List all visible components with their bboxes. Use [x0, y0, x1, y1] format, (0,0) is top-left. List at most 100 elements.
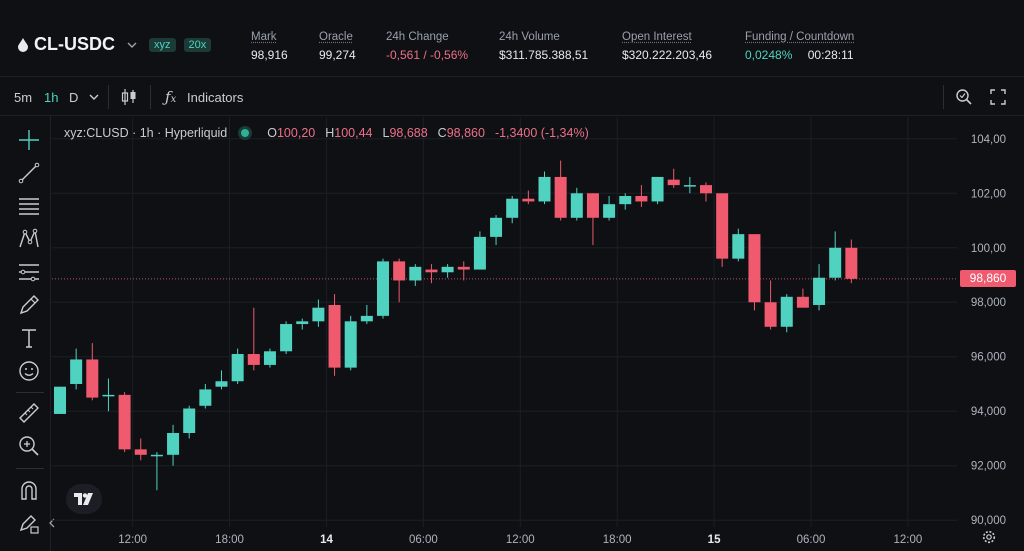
x-tick-label: 06:00 — [797, 534, 826, 546]
trend-line-icon[interactable] — [17, 161, 41, 185]
interval-d[interactable]: D — [69, 90, 79, 105]
chevron-down-icon[interactable] — [127, 40, 137, 50]
brush-icon[interactable] — [17, 293, 41, 317]
candle-body — [716, 193, 729, 259]
dex-badge: xyz — [149, 37, 176, 52]
tradingview-logo-icon — [74, 493, 93, 505]
ruler-icon[interactable] — [17, 401, 41, 425]
crosshair-icon[interactable] — [17, 128, 41, 152]
chart-legend: xyz:CLUSD · 1h · Hyperliquid O100,20 H10… — [64, 126, 589, 140]
tradingview-logo[interactable] — [66, 484, 102, 514]
candle-body — [651, 176, 664, 202]
stat-label: Oracle — [319, 31, 353, 43]
candle-body — [586, 193, 599, 218]
divider — [108, 85, 109, 109]
fx-icon[interactable]: ƒx — [165, 88, 177, 106]
x-tick-label: 06:00 — [409, 534, 438, 546]
candle-body — [360, 315, 373, 322]
stat-value: 98,916 — [251, 48, 288, 62]
candle-body — [134, 449, 147, 455]
candle-body — [700, 185, 712, 194]
stat-open-interest: Open Interest $320.222.203,46 — [622, 31, 712, 62]
candle-body — [829, 247, 842, 278]
candle-body — [538, 176, 551, 202]
stat-value: 0,0248% 00:28:11 — [745, 48, 854, 62]
y-tick-label: 90,000 — [971, 515, 1006, 527]
stat-mark: Mark 98,916 — [251, 31, 288, 62]
stat-value: $311.785.388,51 — [499, 48, 589, 62]
candle-body — [328, 304, 341, 368]
divider — [943, 85, 944, 109]
emoji-icon[interactable] — [17, 359, 41, 383]
legend-close-label: C — [437, 126, 447, 140]
chevron-down-icon[interactable] — [89, 92, 99, 102]
y-tick-label: 96,000 — [971, 352, 1006, 364]
zoom-in-icon[interactable] — [17, 434, 41, 458]
drawing-toolbar — [0, 116, 55, 551]
text-icon[interactable] — [17, 326, 41, 350]
divider — [16, 468, 44, 469]
candle-body — [748, 234, 761, 303]
candle-body — [490, 217, 503, 237]
candle-body — [441, 266, 454, 273]
candle-body — [280, 324, 293, 352]
x-tick-label: 18:00 — [215, 534, 244, 546]
leverage-badge[interactable]: 20x — [183, 37, 212, 52]
magnet-icon[interactable] — [17, 479, 41, 503]
interval-5m[interactable]: 5m — [14, 90, 33, 105]
x-tick-label: 14 — [320, 534, 333, 546]
legend-high-label: H — [325, 126, 335, 140]
legend-symbol: xyz:CLUSD · 1h · Hyperliquid — [64, 126, 228, 140]
stat-value: $320.222.203,46 — [622, 48, 713, 62]
candle-body — [732, 234, 745, 259]
lock-drawing-icon[interactable] — [17, 512, 41, 536]
candle-body — [70, 359, 83, 384]
candle-body — [813, 277, 826, 305]
divider — [150, 85, 151, 109]
legend-open-label: O — [267, 126, 277, 140]
legend-close: 98,860 — [446, 126, 485, 140]
x-tick-label: 12:00 — [893, 534, 922, 546]
market-selector[interactable]: CL-USDC xyz 20x — [18, 34, 212, 55]
stat-label: Mark — [251, 31, 277, 43]
legend-low: 98,688 — [389, 126, 428, 140]
y-tick-label: 102,00 — [971, 188, 1006, 200]
chart-toolbar: 5m 1h D ƒx Indicators — [0, 79, 1024, 116]
stat-oracle: Oracle 99,274 — [319, 31, 356, 62]
indicators-button[interactable]: Indicators — [187, 90, 244, 105]
x-tick-label: 18:00 — [603, 534, 632, 546]
candle-body — [150, 454, 163, 457]
fullscreen-icon[interactable] — [990, 89, 1006, 105]
zoom-search-icon[interactable] — [955, 88, 973, 106]
funding-countdown: 00:28:11 — [807, 48, 854, 62]
market-open-status-icon — [241, 129, 250, 137]
candle-body — [54, 386, 66, 414]
candle-body — [377, 261, 389, 316]
candle-style-icon[interactable] — [121, 88, 137, 106]
market-header: CL-USDC xyz 20x Mark 98,916 Oracle 99,27… — [0, 14, 1024, 77]
candle-body — [667, 179, 680, 186]
fib-retracement-icon[interactable] — [17, 260, 41, 284]
legend-change: -1,3400 (-1,34%) — [494, 126, 589, 140]
x-tick-label: 15 — [708, 534, 721, 546]
stat-funding: Funding / Countdown 0,0248% 00:28:11 — [745, 31, 854, 62]
settings-gear-icon[interactable] — [982, 530, 996, 544]
candle-body — [554, 176, 567, 218]
y-tick-label: 100,00 — [971, 243, 1006, 255]
stat-value: 99,274 — [319, 48, 356, 62]
candle-body — [231, 354, 244, 382]
candle-body — [845, 247, 858, 279]
y-tick-label: 98,000 — [971, 297, 1006, 309]
candle-body — [764, 302, 777, 327]
interval-1h[interactable]: 1h — [44, 90, 59, 105]
stat-24h-volume: 24h Volume $311.785.388,51 — [499, 31, 588, 62]
pattern-icon[interactable] — [17, 227, 41, 251]
candle-body — [86, 359, 99, 398]
x-tick-label: 12:00 — [506, 534, 535, 546]
horizontal-lines-icon[interactable] — [17, 194, 41, 218]
legend-low-label: L — [382, 126, 390, 140]
y-tick-label: 104,00 — [971, 134, 1006, 146]
legend-high: 100,44 — [334, 126, 373, 140]
